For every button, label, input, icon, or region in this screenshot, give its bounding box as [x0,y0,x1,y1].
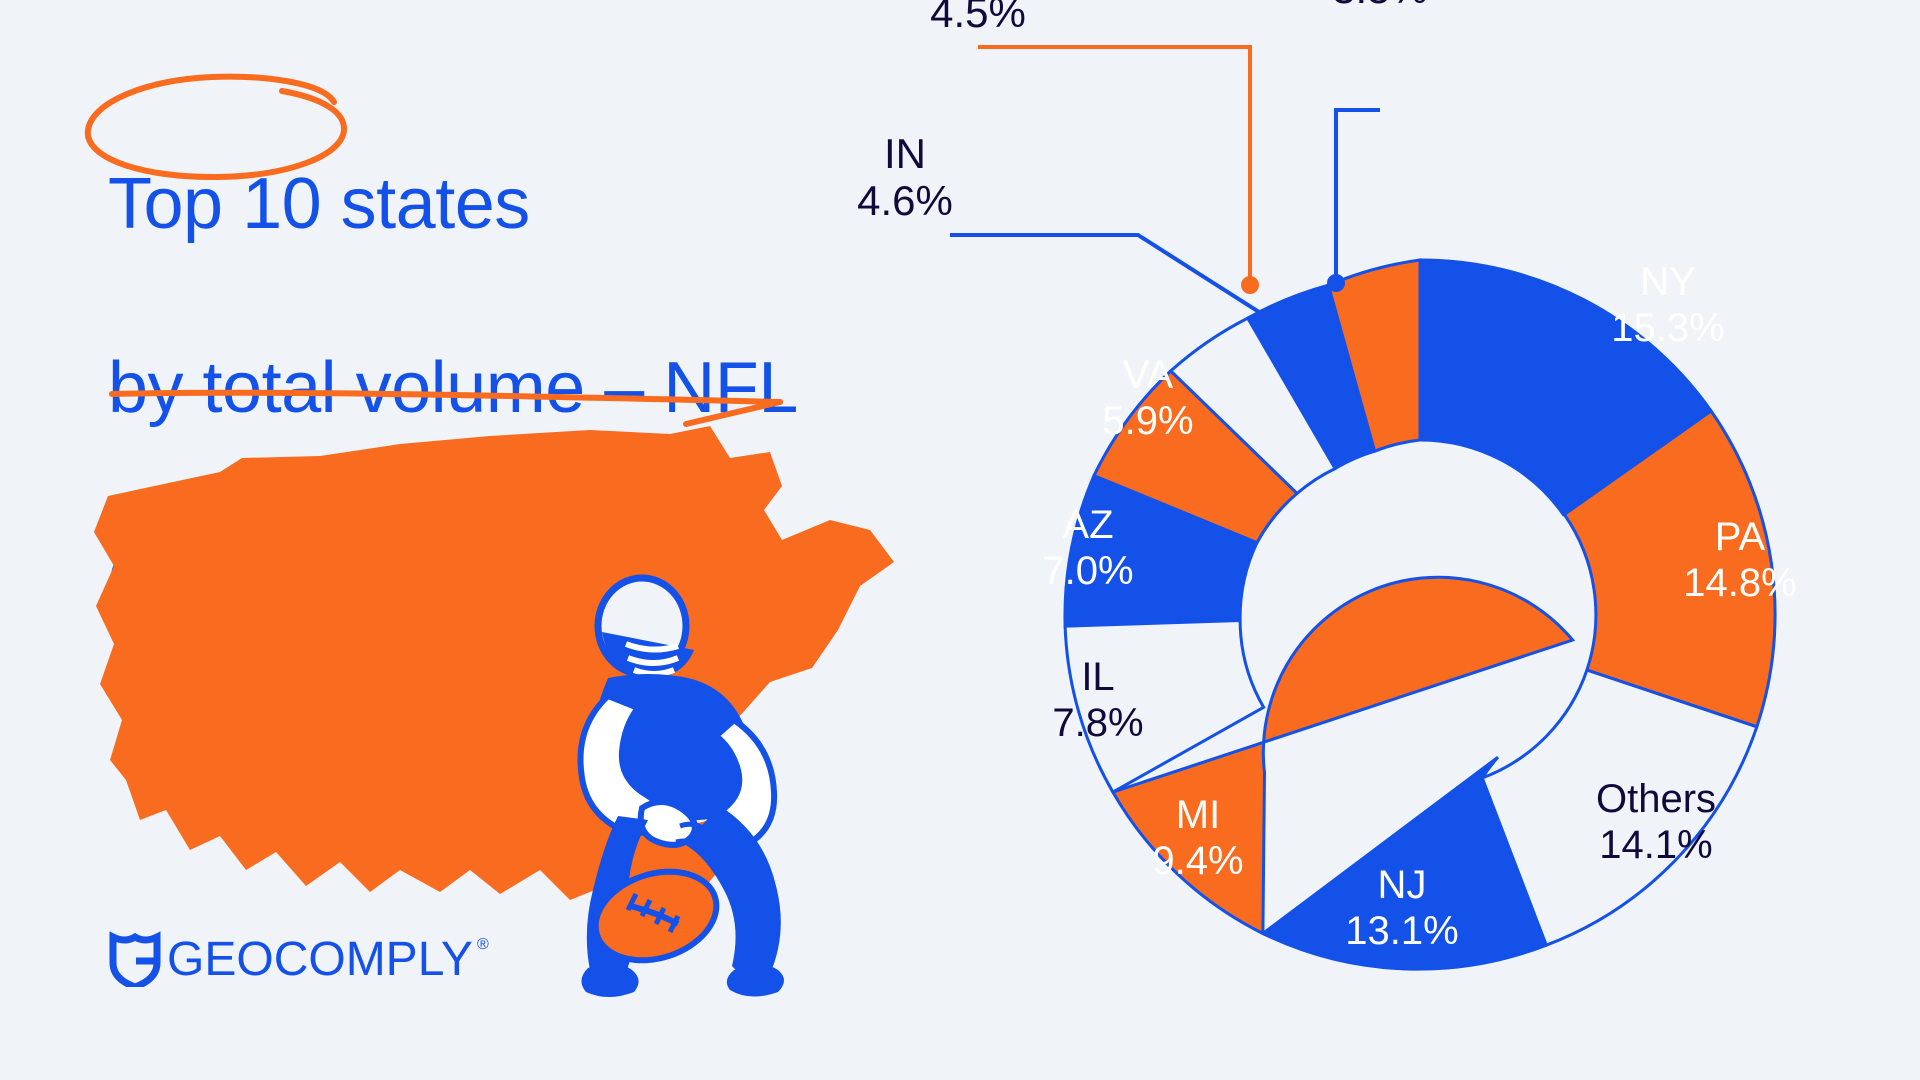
callout-label-IN: IN 4.6% [795,130,1015,224]
logo-registered-mark: ® [477,936,489,953]
callout-KS-value: 3.5% [1270,0,1490,12]
geocomply-logo: GEOCOMPLY ® [105,925,505,991]
slice-label-MI-value: 9.4% [1152,839,1244,883]
slice-label-IL: IL 7.8% [1052,654,1143,746]
slice-label-Others-name: Others [1595,777,1717,821]
slice-label-NY-name: NY [1640,260,1696,304]
donut-slices [1063,258,1777,971]
leader-dot-TN [1241,276,1259,294]
slice-label-AZ: AZ 7.0% [1042,502,1133,594]
logo-text: GEOCOMPLY [167,933,473,986]
slice-label-Others-value: 14.1% [1599,823,1713,867]
slice-label-NJ-value: 13.1% [1345,909,1459,953]
slice-label-VA: VA 5.9% [1102,352,1193,444]
slice-label-PA-name: PA [1714,515,1766,559]
football-player-illustration [577,574,784,997]
slice-label-PA: PA 14.8% [1683,514,1796,606]
slice-NY[interactable] [1418,258,1714,517]
us-map-silhouette-icon [94,426,894,900]
slice-label-MI-name: MI [1175,793,1221,837]
slice-label-VA-value: 5.9% [1102,399,1194,443]
callout-IN-name: IN [884,130,926,177]
slice-label-NY: NY 15.3% [1611,259,1724,351]
slice-label-NY-value: 15.3% [1611,306,1725,350]
slice-label-IL-value: 7.8% [1052,701,1144,745]
slice-label-AZ-name: AZ [1062,503,1114,547]
callout-label-KS: KS 3.5% [1270,0,1490,12]
slice-label-NJ-name: NJ [1377,863,1427,907]
geocomply-wordmark-icon: GEOCOMPLY ® [109,931,489,991]
leader-line-KS [1334,108,1380,283]
slice-Others[interactable] [1480,668,1759,948]
slice-label-IL-name: IL [1081,655,1115,699]
donut-chart-svg [950,45,1777,971]
leader-line-TN [978,45,1252,285]
callout-IN-value: 4.6% [857,177,953,225]
leader-dot-KS [1327,274,1345,292]
slice-label-VA-name: VA [1122,353,1174,397]
slice-label-AZ-value: 7.0% [1042,549,1134,593]
leader-line-IN [950,233,1305,342]
callout-label-TN: TN 4.5% [868,0,1088,36]
slice-label-PA-value: 14.8% [1683,561,1797,605]
slice-label-Others: Others 14.1% [1596,776,1716,868]
leader-lines [950,45,1380,349]
slice-label-NJ: NJ 13.1% [1345,862,1458,954]
leader-dot-IN [1294,331,1312,349]
callout-TN-value: 4.5% [930,0,1026,37]
donut-chart: NY 15.3% PA 14.8% Others 14.1% NJ 13.1% … [857,0,1920,1080]
slice-PA[interactable] [1562,408,1777,729]
slice-NJ[interactable] [1260,756,1549,971]
slice-MI[interactable] [1110,575,1576,936]
slice-KS[interactable] [1326,258,1422,454]
slice-label-MI: MI 9.4% [1152,792,1243,884]
left-panel: Top 10 states by total volume – NFL open… [84,73,894,997]
